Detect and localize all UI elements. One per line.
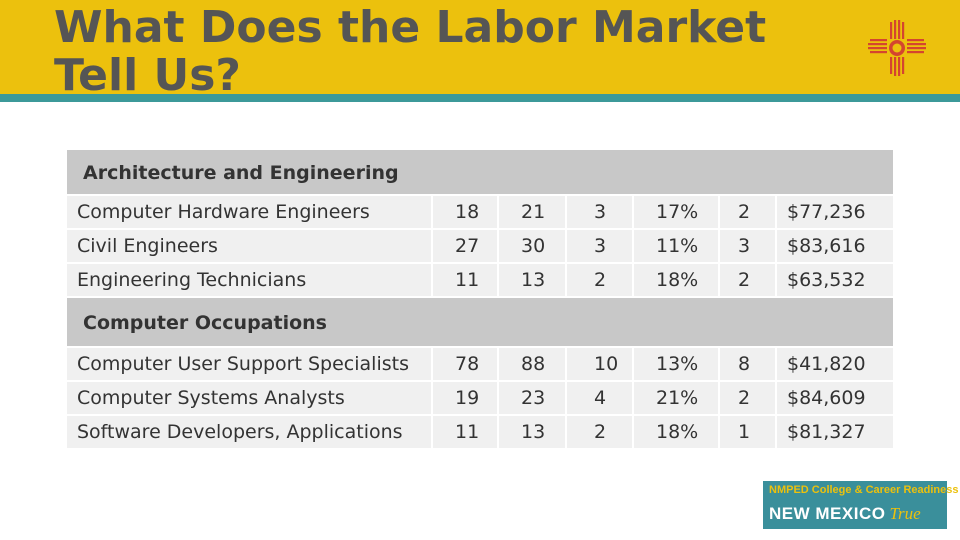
- section-title: Architecture and Engineering: [83, 162, 399, 184]
- value-cell: 18%: [634, 416, 720, 450]
- value-cell: 4: [567, 382, 634, 416]
- value-cell: 27: [433, 230, 499, 264]
- value-cell: 21%: [634, 382, 720, 416]
- value-cell: 2: [720, 264, 777, 298]
- value-cell: 11: [433, 416, 499, 450]
- table-row: Civil Engineers 27 30 3 11% 3 $83,616: [67, 230, 893, 264]
- value-cell: 3: [567, 230, 634, 264]
- value-cell: 23: [499, 382, 567, 416]
- occupation-cell: Software Developers, Applications: [67, 416, 433, 450]
- wage-cell: $63,532: [777, 264, 893, 298]
- header-band: [0, 0, 960, 94]
- value-cell: 2: [720, 196, 777, 230]
- value-cell: 3: [720, 230, 777, 264]
- section-title: Computer Occupations: [83, 312, 327, 334]
- labor-market-table: Architecture and Engineering Computer Ha…: [67, 150, 893, 450]
- section-header: Architecture and Engineering: [67, 150, 893, 196]
- value-cell: 18: [433, 196, 499, 230]
- value-cell: 21: [499, 196, 567, 230]
- badge-wordmark: NEW MEXICO True: [769, 504, 941, 524]
- wage-cell: $77,236: [777, 196, 893, 230]
- badge-tagline: NMPED College & Career Readiness is: [769, 484, 960, 496]
- value-cell: 2: [720, 382, 777, 416]
- value-cell: 3: [567, 196, 634, 230]
- badge-true: True: [889, 504, 921, 523]
- value-cell: 10: [567, 348, 634, 382]
- occupation-cell: Engineering Technicians: [67, 264, 433, 298]
- value-cell: 13: [499, 264, 567, 298]
- value-cell: 13%: [634, 348, 720, 382]
- section-header: Computer Occupations: [67, 298, 893, 348]
- wage-cell: $84,609: [777, 382, 893, 416]
- value-cell: 13: [499, 416, 567, 450]
- value-cell: 11%: [634, 230, 720, 264]
- value-cell: 30: [499, 230, 567, 264]
- value-cell: 2: [567, 264, 634, 298]
- table-row: Computer Systems Analysts 19 23 4 21% 2 …: [67, 382, 893, 416]
- value-cell: 78: [433, 348, 499, 382]
- table-row: Computer Hardware Engineers 18 21 3 17% …: [67, 196, 893, 230]
- value-cell: 88: [499, 348, 567, 382]
- table-row: Computer User Support Specialists 78 88 …: [67, 348, 893, 382]
- table-row: Software Developers, Applications 11 13 …: [67, 416, 893, 450]
- occupation-cell: Computer User Support Specialists: [67, 348, 433, 382]
- value-cell: 2: [567, 416, 634, 450]
- wage-cell: $41,820: [777, 348, 893, 382]
- value-cell: 19: [433, 382, 499, 416]
- wage-cell: $83,616: [777, 230, 893, 264]
- occupation-cell: Civil Engineers: [67, 230, 433, 264]
- occupation-cell: Computer Systems Analysts: [67, 382, 433, 416]
- zia-sun-symbol-icon: [868, 20, 926, 76]
- badge-new-mexico: NEW MEXICO: [769, 504, 886, 523]
- wage-cell: $81,327: [777, 416, 893, 450]
- value-cell: 11: [433, 264, 499, 298]
- table-row: Engineering Technicians 11 13 2 18% 2 $6…: [67, 264, 893, 298]
- occupation-cell: Computer Hardware Engineers: [67, 196, 433, 230]
- header-rule: [0, 94, 960, 102]
- nmped-badge: NMPED College & Career Readiness is NEW …: [763, 481, 960, 529]
- value-cell: 1: [720, 416, 777, 450]
- value-cell: 8: [720, 348, 777, 382]
- value-cell: 18%: [634, 264, 720, 298]
- value-cell: 17%: [634, 196, 720, 230]
- slide-title: What Does the Labor Market Tell Us?: [54, 2, 767, 101]
